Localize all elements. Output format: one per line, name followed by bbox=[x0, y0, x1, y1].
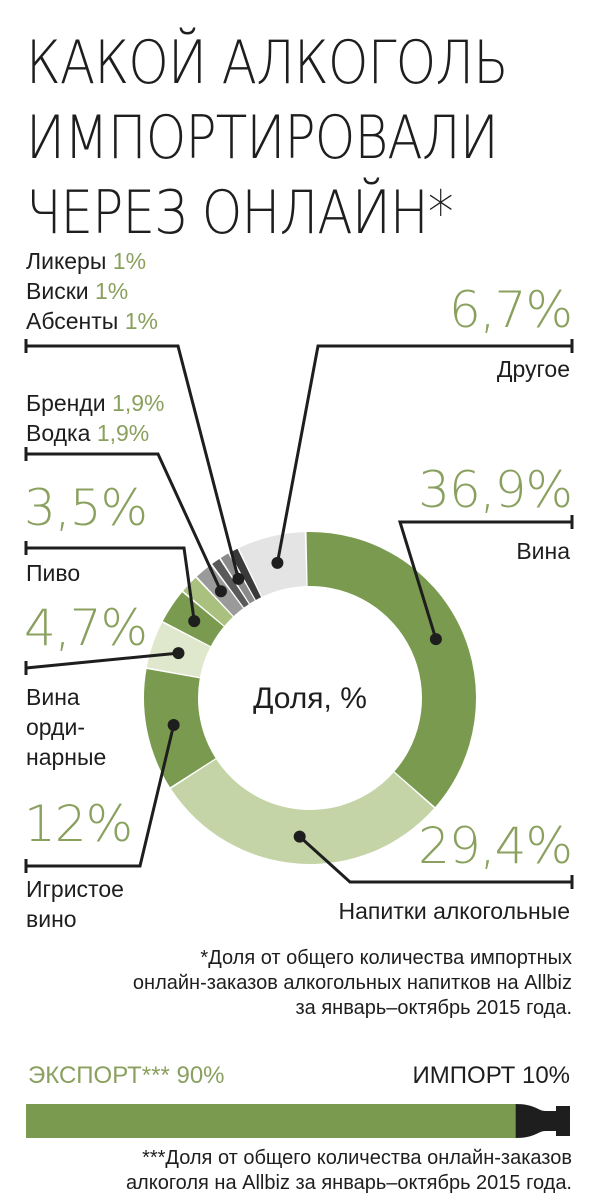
leader-dot bbox=[293, 830, 306, 843]
label-beer-pct: 3,5% bbox=[24, 479, 148, 537]
label-other: Другое bbox=[496, 356, 570, 382]
label-liqueur-pct: 1% bbox=[112, 248, 147, 274]
donut-slice bbox=[183, 577, 233, 626]
label-vodka: Водка 1,9% bbox=[26, 420, 149, 447]
footnote2-line: алкоголя на Allbiz за январь–октябрь 201… bbox=[125, 1172, 572, 1194]
label-ordinary-pct: 4,7% bbox=[24, 599, 148, 657]
leader-line bbox=[397, 520, 572, 640]
leader-line bbox=[26, 546, 196, 622]
label-alcdrinks: Напитки алкогольные bbox=[338, 898, 570, 924]
label-alcdrinks-pct: 29,4% bbox=[418, 817, 573, 875]
footnote-line: *Доля от общего количества импортных bbox=[200, 947, 572, 969]
label-absinthe-pct: 1% bbox=[124, 308, 158, 334]
leader-line bbox=[26, 344, 240, 580]
donut-slice bbox=[212, 558, 249, 608]
label-beer: Пиво bbox=[26, 560, 81, 586]
donut-slice bbox=[306, 531, 476, 807]
title-line: ЧЕРЕЗ ОНЛАЙН* bbox=[26, 178, 454, 248]
label-brandy-name: Бренди bbox=[26, 390, 106, 416]
label-whisky-name: Виски bbox=[26, 278, 89, 304]
leader-dot bbox=[172, 647, 185, 660]
footnote-line: онлайн-заказов алкогольных напитков на A… bbox=[132, 972, 572, 994]
label-whisky: Виски 1% bbox=[26, 278, 128, 305]
label-brandy: Бренди 1,9% bbox=[26, 390, 164, 417]
page-title: КАКОЙ АЛКОГОЛЬ ИМПОРТИРОВАЛИ ЧЕРЕЗ ОНЛАЙ… bbox=[26, 26, 509, 251]
leader-line bbox=[298, 835, 572, 884]
leader-line bbox=[26, 724, 176, 868]
donut-slice bbox=[170, 759, 435, 865]
import-label: ИМПОРТ 10% bbox=[412, 1062, 570, 1089]
label-absinthe: Абсенты 1% bbox=[26, 308, 158, 335]
label-ordinary-line: нарные bbox=[26, 744, 107, 770]
label-liqueur: Ликеры 1% bbox=[26, 248, 146, 275]
label-ordinary-line: Вина bbox=[26, 684, 80, 710]
label-whisky-pct: 1% bbox=[95, 278, 129, 304]
leader-line bbox=[25, 651, 179, 670]
label-wine: Вина bbox=[516, 538, 570, 564]
title-line: ИМПОРТИРОВАЛИ bbox=[26, 103, 499, 173]
label-vodka-name: Водка bbox=[26, 420, 91, 446]
leader-dot bbox=[271, 556, 284, 569]
label-sparkling-pct: 12% bbox=[24, 795, 133, 853]
leader-dot bbox=[232, 572, 245, 585]
leader-dot bbox=[167, 719, 180, 732]
label-sparkling-line: вино bbox=[26, 906, 77, 932]
center-label: Доля, % bbox=[253, 682, 367, 715]
label-vodka-pct: 1,9% bbox=[96, 420, 150, 446]
label-ordinary-line: орди- bbox=[26, 714, 85, 740]
label-absinthe-name: Абсенты bbox=[26, 308, 119, 334]
label-sparkling-line: Игристое bbox=[26, 876, 124, 902]
footnote-line: за январь–октябрь 2015 года. bbox=[295, 997, 573, 1019]
export-bar bbox=[26, 1104, 516, 1138]
label-liqueur-name: Ликеры bbox=[26, 248, 107, 274]
donut-slice bbox=[229, 548, 262, 600]
export-label: ЭКСПОРТ*** 90% bbox=[28, 1062, 225, 1089]
title-line: КАКОЙ АЛКОГОЛЬ bbox=[26, 28, 509, 98]
label-wine-pct: 36,9% bbox=[418, 461, 573, 519]
donut-slice bbox=[143, 668, 216, 788]
leader-line bbox=[26, 452, 223, 592]
label-other-pct: 6,7% bbox=[448, 281, 573, 339]
import-bar bbox=[515, 1104, 570, 1138]
footnote2-line: ***Доля от общего количества онлайн-зака… bbox=[142, 1147, 572, 1169]
leader-line bbox=[275, 344, 572, 564]
label-brandy-pct: 1,9% bbox=[112, 390, 165, 416]
leader-dot bbox=[429, 633, 442, 646]
leader-dot bbox=[214, 585, 227, 598]
leader-dot bbox=[188, 615, 201, 628]
